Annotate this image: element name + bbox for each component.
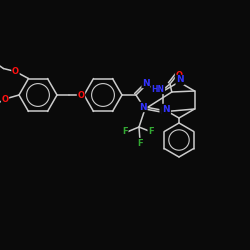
Text: N: N — [142, 78, 150, 88]
Text: F: F — [148, 126, 154, 136]
Text: N: N — [176, 76, 184, 84]
Text: HN: HN — [152, 84, 164, 94]
Text: O: O — [176, 70, 182, 80]
Text: O: O — [12, 67, 19, 76]
Text: F: F — [137, 138, 143, 147]
Text: O: O — [78, 90, 84, 100]
Text: N: N — [162, 104, 170, 114]
Text: O: O — [2, 94, 8, 104]
Text: N: N — [139, 102, 147, 112]
Text: F: F — [122, 128, 128, 136]
Text: N: N — [160, 106, 168, 116]
